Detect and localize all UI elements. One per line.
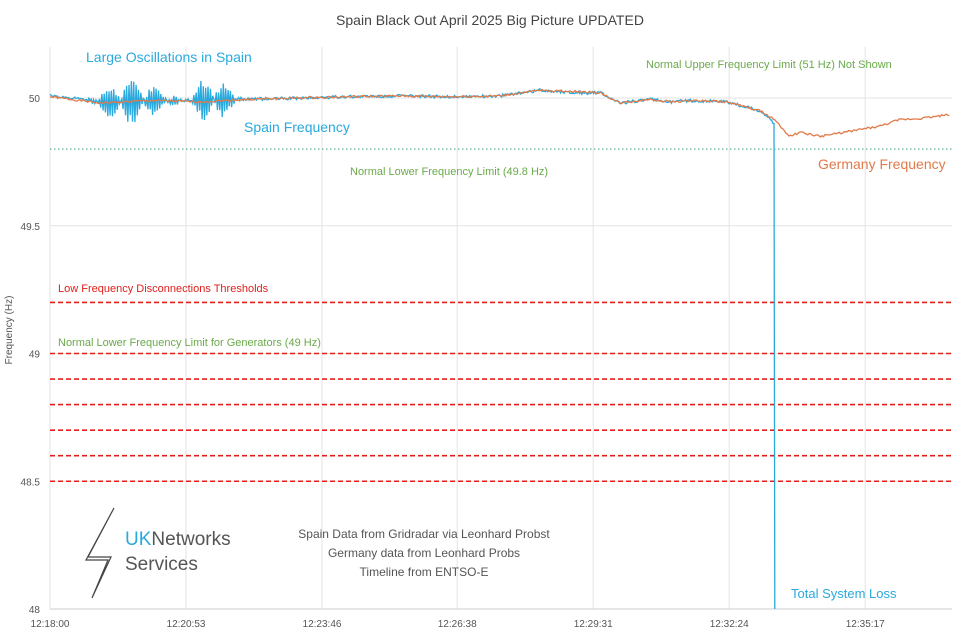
annotation-generators: Normal Lower Frequency Limit for Generat… [58,337,321,349]
annotation-germany-frequency: Germany Frequency [818,156,946,172]
reference-lines [50,148,952,483]
y-axis-label: Frequency (Hz) [4,296,15,365]
series-lines [49,80,950,610]
x-tick-label: 12:26:38 [438,619,477,630]
annotation-lower-limit: Normal Lower Frequency Limit (49.8 Hz) [350,166,548,178]
y-tick-label: 49.5 [21,222,41,233]
logo-uk: UK [125,529,152,550]
grid [49,46,952,610]
axis-ticks: 48 48.5 49 49.5 50 12:18:00 12:20:53 12:23:46 12… [21,94,886,630]
annotation-total-loss: Total System Loss [791,586,897,601]
y-tick-label: 50 [29,94,41,105]
annotation-oscillations: Large Oscillations in Spain [86,49,252,65]
annotation-disconnection: Low Frequency Disconnections Thresholds [58,283,269,295]
chart-title: Spain Black Out April 2025 Big Picture U… [336,12,644,28]
uk-networks-logo: UKNetworks Services [84,507,231,599]
x-tick-label: 12:29:31 [574,619,613,630]
x-tick-label: 12:32:24 [710,619,749,630]
logo-networks: Networks [151,529,230,550]
source-timeline: Timeline from ENTSO-E [360,565,489,579]
svg-text:UKNetworks: UKNetworks [125,529,231,550]
lightning-bolt-icon [84,507,115,599]
source-spain: Spain Data from Gridradar via Leonhard P… [298,527,550,541]
annotation-spain-frequency: Spain Frequency [244,119,350,135]
x-tick-label: 12:20:53 [167,619,206,630]
logo-services: Services [125,554,198,575]
source-germany: Germany data from Leonhard Probs [328,546,520,560]
x-tick-label: 12:18:00 [31,619,70,630]
x-tick-label: 12:35:17 [846,619,885,630]
y-tick-label: 48.5 [21,477,41,488]
y-tick-label: 49 [29,350,41,361]
annotation-upper-limit: Normal Upper Frequency Limit (51 Hz) Not… [646,59,892,71]
annotations: Large Oscillations in Spain Spain Freque… [58,49,946,601]
x-tick-label: 12:23:46 [303,619,342,630]
y-tick-label: 48 [29,605,41,616]
germany-frequency-line [49,88,950,138]
